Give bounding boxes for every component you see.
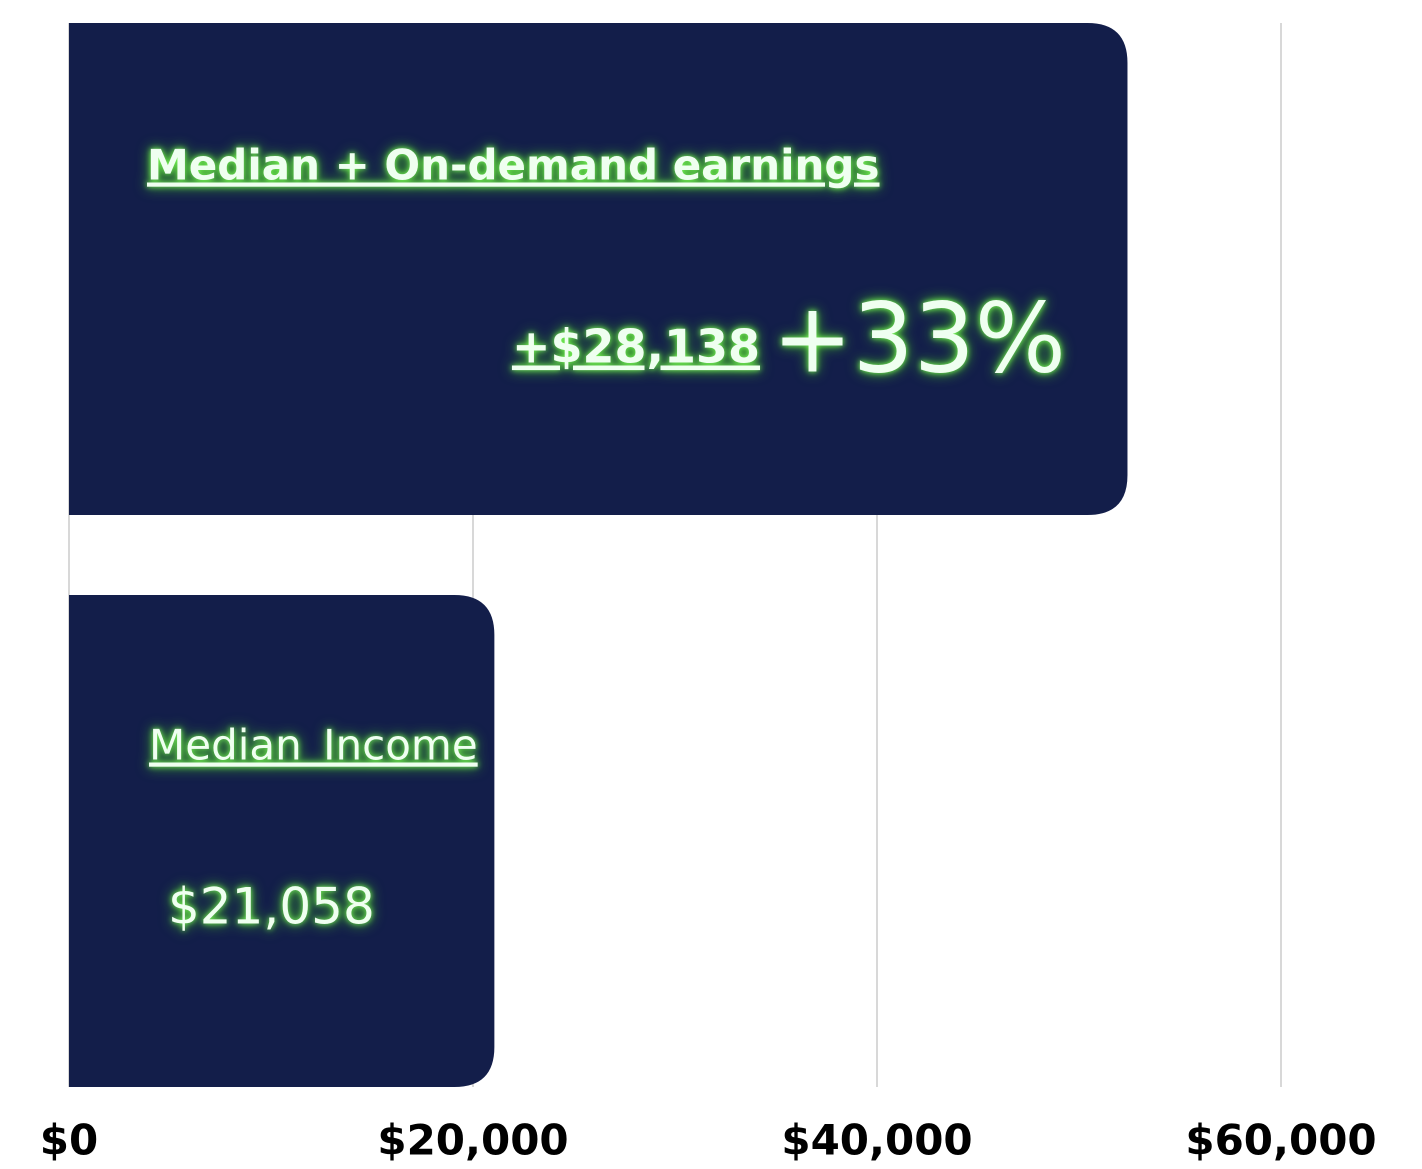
value-label: $21,058 <box>168 878 375 936</box>
x-tick-label: $0 <box>40 1116 98 1165</box>
annotation: +$28,138 <box>512 320 760 374</box>
bar <box>69 595 495 1087</box>
bar <box>69 23 1128 515</box>
x-tick-label: $60,000 <box>1185 1116 1376 1165</box>
x-tick-label: $20,000 <box>377 1116 568 1165</box>
x-tick-label: $40,000 <box>781 1116 972 1165</box>
category-label: Median Income <box>149 721 478 770</box>
annotation: +33% <box>772 282 1066 394</box>
category-label: Median + On-demand earnings <box>147 141 880 190</box>
